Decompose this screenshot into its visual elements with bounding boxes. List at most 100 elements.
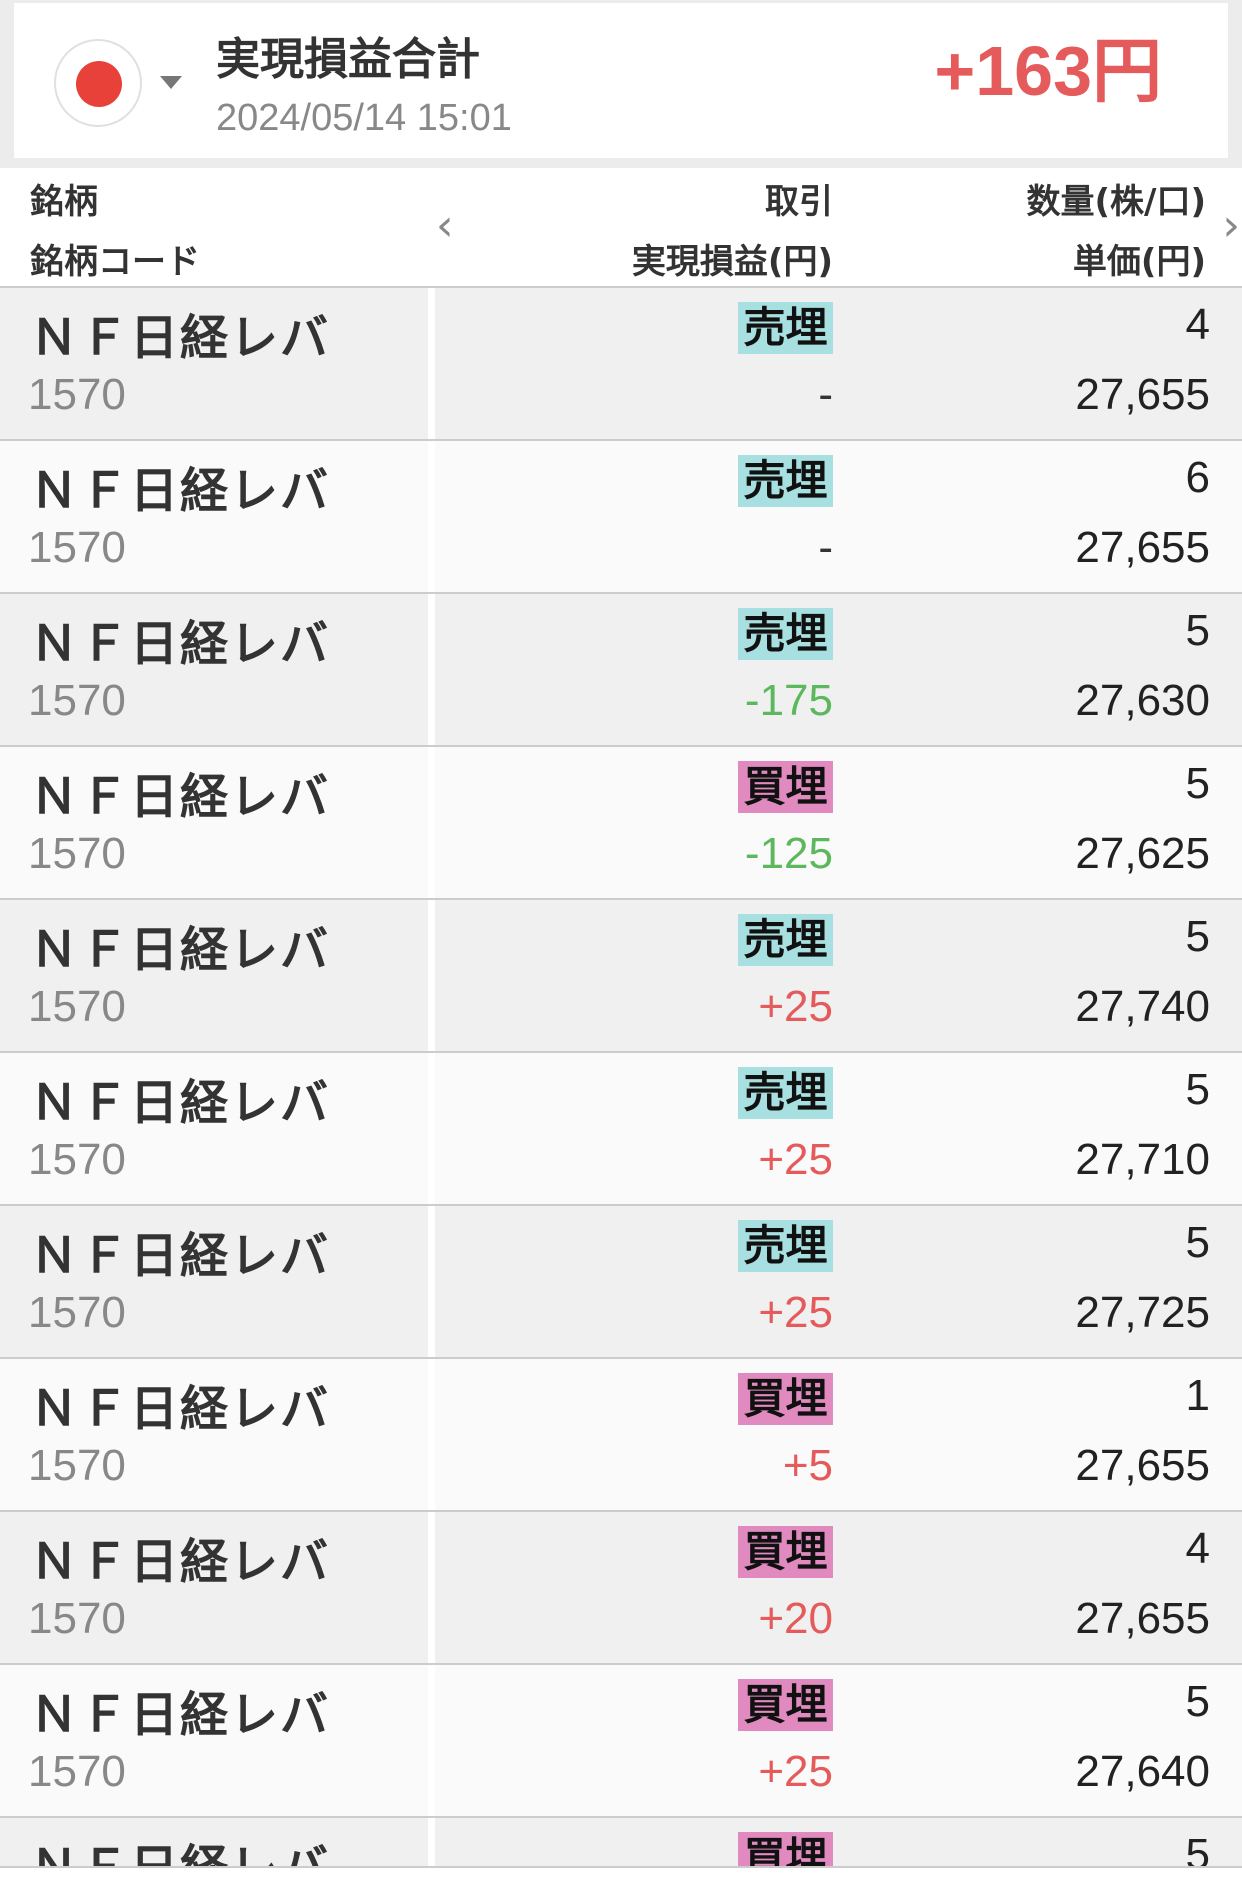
table-row[interactable]: ＮＦ日経レバ 1570 売埋 +25 5 27,740 — [0, 900, 1242, 1053]
trade-type-badge: 買埋 — [738, 1373, 833, 1425]
col-trade: 取引 — [765, 182, 833, 222]
quantity: 1 — [1185, 1371, 1210, 1420]
column-separator — [428, 594, 435, 745]
stock-code: 1570 — [28, 1594, 126, 1643]
summary-datetime: 2024/05/14 15:01 — [216, 97, 512, 139]
stock-name: ＮＦ日経レバ — [30, 922, 331, 978]
trade-type-badge: 買埋 — [738, 1832, 833, 1868]
unit-price: 27,655 — [1075, 523, 1210, 572]
realized-pl: +20 — [758, 1594, 833, 1643]
col-price: 単価(円) — [1072, 242, 1206, 282]
column-separator — [428, 900, 435, 1051]
quantity: 5 — [1185, 759, 1210, 808]
trade-type-badge: 売埋 — [738, 302, 833, 354]
trade-type-badge: 売埋 — [738, 1220, 833, 1272]
realized-pl: +25 — [758, 982, 833, 1031]
quantity: 4 — [1185, 1524, 1210, 1573]
flag-sun — [76, 61, 122, 107]
unit-price: 27,630 — [1075, 676, 1210, 725]
table-row[interactable]: ＮＦ日経レバ 1570 買埋 +25 5 27,640 — [0, 1665, 1242, 1818]
quantity: 5 — [1185, 912, 1210, 961]
unit-price: 27,740 — [1075, 982, 1210, 1031]
quantity: 5 — [1185, 606, 1210, 655]
stock-code: 1570 — [28, 1747, 126, 1796]
stock-code: 1570 — [28, 829, 126, 878]
stock-name: ＮＦ日経レバ — [30, 1840, 331, 1868]
unit-price: 27,710 — [1075, 1135, 1210, 1184]
realized-pl: -125 — [744, 829, 833, 878]
stock-code: 1570 — [28, 982, 126, 1031]
trade-type-badge: 売埋 — [738, 608, 833, 660]
stock-name: ＮＦ日経レバ — [30, 1687, 331, 1743]
table-row[interactable]: ＮＦ日経レバ 1570 売埋 +25 5 27,710 — [0, 1053, 1242, 1206]
realized-pl: +5 — [782, 1441, 833, 1490]
trade-type-badge: 売埋 — [738, 1067, 833, 1119]
table-row[interactable]: ＮＦ日経レバ 1570 買埋 +20 4 27,655 — [0, 1512, 1242, 1665]
stock-name: ＮＦ日経レバ — [30, 1534, 331, 1590]
stock-name: ＮＦ日経レバ — [30, 616, 331, 672]
column-header: 銘柄 銘柄コード ‹ 取引 実現損益(円) 数量(株/口) 単価(円) › — [0, 168, 1242, 288]
japan-flag-icon[interactable] — [54, 39, 142, 127]
column-separator — [428, 441, 435, 592]
table-row[interactable]: ＮＦ日経レバ 1570 買埋 5 — [0, 1818, 1242, 1868]
quantity: 5 — [1185, 1677, 1210, 1726]
list-bottom-border — [0, 1866, 1242, 1880]
summary-card: 実現損益合計 2024/05/14 15:01 +163円 — [14, 3, 1228, 158]
column-separator — [428, 1359, 435, 1510]
stock-code: 1570 — [28, 676, 126, 725]
table-row[interactable]: ＮＦ日経レバ 1570 買埋 +5 1 27,655 — [0, 1359, 1242, 1512]
trade-type-badge: 買埋 — [738, 1526, 833, 1578]
col-code: 銘柄コード — [30, 242, 200, 282]
summary-header: 実現損益合計 2024/05/14 15:01 +163円 — [0, 0, 1242, 168]
trade-type-badge: 買埋 — [738, 1679, 833, 1731]
chevron-left-icon[interactable]: ‹ — [436, 200, 454, 251]
stock-name: ＮＦ日経レバ — [30, 1381, 331, 1437]
column-separator — [428, 1206, 435, 1357]
trade-type-badge: 売埋 — [738, 914, 833, 966]
stock-code: 1570 — [28, 1288, 126, 1337]
dropdown-caret-icon[interactable] — [160, 76, 182, 89]
table-row[interactable]: ＮＦ日経レバ 1570 売埋 - 6 27,655 — [0, 441, 1242, 594]
realized-pl: - — [818, 370, 833, 419]
column-separator — [428, 1818, 435, 1868]
column-separator — [428, 288, 435, 439]
col-pl: 実現損益(円) — [631, 242, 833, 282]
col-name: 銘柄 — [30, 182, 98, 222]
table-row[interactable]: ＮＦ日経レバ 1570 売埋 +25 5 27,725 — [0, 1206, 1242, 1359]
stock-name: ＮＦ日経レバ — [30, 463, 331, 519]
unit-price: 27,725 — [1075, 1288, 1210, 1337]
trade-type-badge: 買埋 — [738, 761, 833, 813]
quantity: 4 — [1185, 300, 1210, 349]
realized-pl: +25 — [758, 1288, 833, 1337]
unit-price: 27,640 — [1075, 1747, 1210, 1796]
summary-title: 実現損益合計 — [216, 34, 480, 85]
table-row[interactable]: ＮＦ日経レバ 1570 買埋 -125 5 27,625 — [0, 747, 1242, 900]
realized-pl: +25 — [758, 1135, 833, 1184]
table-row[interactable]: ＮＦ日経レバ 1570 売埋 -175 5 27,630 — [0, 594, 1242, 747]
column-separator — [428, 747, 435, 898]
chevron-right-icon[interactable]: › — [1222, 200, 1240, 251]
stock-name: ＮＦ日経レバ — [30, 1228, 331, 1284]
quantity: 5 — [1185, 1218, 1210, 1267]
stock-code: 1570 — [28, 370, 126, 419]
stock-code: 1570 — [28, 523, 126, 572]
column-separator — [428, 1512, 435, 1663]
column-separator — [428, 1053, 435, 1204]
stock-name: ＮＦ日経レバ — [30, 310, 331, 366]
table-row[interactable]: ＮＦ日経レバ 1570 売埋 - 4 27,655 — [0, 288, 1242, 441]
unit-price: 27,625 — [1075, 829, 1210, 878]
column-separator — [428, 1665, 435, 1816]
stock-code: 1570 — [28, 1135, 126, 1184]
unit-price: 27,655 — [1075, 1594, 1210, 1643]
trade-list[interactable]: ＮＦ日経レバ 1570 売埋 - 4 27,655 ＮＦ日経レバ 1570 売埋… — [0, 288, 1242, 1868]
realized-pl: -175 — [744, 676, 833, 725]
stock-name: ＮＦ日経レバ — [30, 769, 331, 825]
unit-price: 27,655 — [1075, 370, 1210, 419]
summary-total: +163円 — [934, 32, 1162, 110]
realized-pl: +25 — [758, 1747, 833, 1796]
quantity: 6 — [1185, 453, 1210, 502]
quantity: 5 — [1185, 1830, 1210, 1868]
col-qty: 数量(株/口) — [1026, 182, 1207, 222]
quantity: 5 — [1185, 1065, 1210, 1114]
stock-code: 1570 — [28, 1441, 126, 1490]
